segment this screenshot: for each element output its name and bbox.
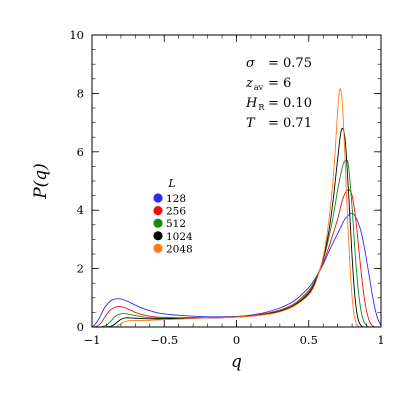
legend-label: 2048 <box>166 243 193 255</box>
legend-marker <box>153 193 163 203</box>
annotation-symbol: σ <box>246 56 256 71</box>
y-tick-label: 8 <box>77 86 84 100</box>
plot-frame <box>91 34 382 328</box>
legend-label: 512 <box>166 218 186 230</box>
legend-marker <box>153 206 163 216</box>
legend-marker <box>153 243 163 253</box>
y-tick-label: 0 <box>77 320 84 334</box>
series-line-512 <box>91 159 370 328</box>
annotation-symbol: T <box>246 116 256 131</box>
legend-marker <box>153 231 163 241</box>
y-tick-label: 6 <box>77 145 84 159</box>
legend-label: 256 <box>166 206 186 218</box>
series-line-1024 <box>91 127 364 328</box>
series-line-2048 <box>91 88 360 328</box>
axis-ticks <box>91 34 382 328</box>
y-tick-label: 10 <box>69 28 84 42</box>
legend-marker <box>153 218 163 228</box>
y-axis-label: P(q) <box>31 163 51 200</box>
plot-lines <box>91 88 382 328</box>
x-tick-label: 0 <box>233 333 240 347</box>
series-line-256 <box>91 189 376 328</box>
annotation-symbol: HR <box>245 96 265 112</box>
series-line-128 <box>91 212 382 328</box>
x-tick-label: 0.5 <box>300 333 318 347</box>
x-tick-label: −0.5 <box>150 333 178 347</box>
annotation-symbol: zav <box>245 76 264 92</box>
y-tick-label: 4 <box>77 203 84 217</box>
x-tick-label: −1 <box>84 333 101 347</box>
parameter-annotations: σ = 0.75 zav = 6HR = 0.10 T = 0.71 <box>245 56 312 131</box>
y-tick-label: 2 <box>77 262 84 276</box>
legend-title: L <box>167 177 175 190</box>
annotation-value: = 0.10 <box>268 96 312 111</box>
legend-label: 128 <box>166 193 186 205</box>
annotation-value: = 0.71 <box>268 116 312 131</box>
annotation-value: = 6 <box>268 76 291 91</box>
legend-label: 1024 <box>166 231 193 243</box>
x-tick-label: 1 <box>377 333 384 347</box>
x-axis-label: q <box>231 352 242 372</box>
annotation-value: = 0.75 <box>268 56 312 71</box>
